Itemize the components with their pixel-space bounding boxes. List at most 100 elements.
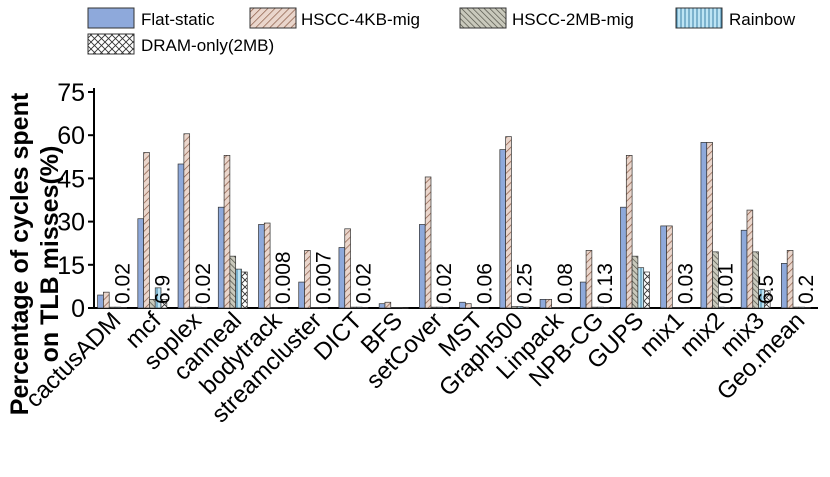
bar-mix3-hscc-4kb-mig <box>746 209 754 309</box>
y-tick-label: 75 <box>57 79 85 107</box>
bar-gups-hscc-2mb-mig <box>631 255 639 309</box>
annotation-linpack: 0.08 <box>554 263 577 304</box>
bar-setcover-hscc-2mb-mig <box>430 306 438 309</box>
bar-soplex-flat-static <box>177 163 185 309</box>
legend-label-rainbow: Rainbow <box>729 10 796 29</box>
bar-bfs-dram-only-2mb <box>402 307 409 309</box>
bar-setcover-hscc-4kb-mig <box>424 176 432 309</box>
legend-label-hscc-4kb-mig: HSCC-4KB-mig <box>301 10 420 29</box>
bar-canneal-hscc-2mb-mig <box>229 255 237 309</box>
bar-mix2-dram-only-2mb <box>723 307 731 309</box>
bar-mst-rainbow <box>476 307 484 309</box>
bar-mst-hscc-4kb-mig <box>465 303 472 309</box>
bar-dict-rainbow <box>355 306 363 309</box>
legend: Flat-static HSCC-4KB-mig HSCC-2MB-mig Ra… <box>87 7 796 55</box>
bar-soplex-hscc-2mb-mig <box>189 306 196 309</box>
bar-mix1-flat-static <box>660 225 667 309</box>
bar-graph500-rainbow <box>516 306 524 309</box>
bar-mix2-rainbow <box>717 306 725 309</box>
bar-mix2-flat-static <box>700 142 708 309</box>
bar-mix3-flat-static <box>740 229 748 309</box>
bar-mix3-dram-only-2mb <box>764 290 771 309</box>
y-axis-title-line1: Percentage of cycles spent <box>6 92 34 415</box>
annotation-mcf: 6.9 <box>152 275 175 304</box>
bar-mcf-flat-static <box>137 218 144 309</box>
y-tick-label: 45 <box>57 165 85 193</box>
legend-label-dram-only: DRAM-only(2MB) <box>141 36 274 55</box>
bar-dict-hscc-4kb-mig <box>344 228 351 309</box>
bar-cactusadm-flat-static <box>97 294 104 309</box>
bar-bodytrack-rainbow <box>275 307 283 309</box>
bar-mcf-rainbow <box>154 287 162 309</box>
axes: 0 15 30 45 60 75 <box>57 79 818 323</box>
bar-bfs-hscc-4kb-mig <box>384 301 392 309</box>
bar-setcover-rainbow <box>436 306 443 309</box>
bar-gups-hscc-4kb-mig <box>625 155 633 309</box>
bar-cactusadm-dram-only-2mb <box>120 307 127 309</box>
legend-label-hscc-2mb-mig: HSCC-2MB-mig <box>512 10 634 29</box>
x-tick-labels: cactusADMmcfsoplexcannealbodytrackstream… <box>20 306 810 428</box>
bar-streamcluster-dram-only-2mb <box>321 307 329 309</box>
bar-npb-cg-flat-static <box>579 281 587 309</box>
annotation-streamcluster: 0.007 <box>313 251 336 304</box>
y-tick-label: 60 <box>57 122 85 150</box>
annotation-mst: 0.06 <box>473 263 496 304</box>
bar-npb-cg-hscc-4kb-mig <box>585 250 593 309</box>
bar-graph500-hscc-4kb-mig <box>505 136 512 309</box>
bar-mix1-hscc-2mb-mig <box>671 307 679 309</box>
annotation-geo-mean: 0.2 <box>795 275 818 304</box>
bar-geo-mean-hscc-4kb-mig <box>786 250 794 309</box>
bar-graph500-flat-static <box>499 149 506 309</box>
bar-cactusadm-hscc-4kb-mig <box>103 291 110 309</box>
bar-mix1-dram-only-2mb <box>683 307 691 309</box>
annotation-soplex: 0.02 <box>192 263 215 304</box>
annotation-cactusadm: 0.02 <box>111 263 134 304</box>
bars <box>97 133 811 309</box>
bar-streamcluster-rainbow <box>315 307 323 309</box>
bar-geo-mean-hscc-2mb-mig <box>792 306 800 309</box>
bar-canneal-flat-static <box>217 206 225 309</box>
bar-canneal-dram-only-2mb <box>241 271 248 309</box>
bar-streamcluster-hscc-4kb-mig <box>304 250 311 309</box>
bar-gups-dram-only-2mb <box>643 271 650 309</box>
bar-mcf-hscc-4kb-mig <box>143 152 150 309</box>
legend-swatch-hscc-2mb-mig <box>459 7 507 29</box>
annotation-dict: 0.02 <box>353 263 376 304</box>
bar-soplex-hscc-4kb-mig <box>183 133 191 309</box>
bar-mix1-hscc-4kb-mig <box>666 225 673 309</box>
bar-dict-hscc-2mb-mig <box>350 306 357 309</box>
bar-linpack-flat-static <box>539 299 547 309</box>
bar-bodytrack-hscc-4kb-mig <box>263 222 271 309</box>
bar-setcover-flat-static <box>419 224 426 309</box>
bar-mst-flat-static <box>459 301 466 309</box>
bar-mcf-dram-only-2mb <box>160 299 168 309</box>
bar-npb-cg-hscc-2mb-mig <box>591 306 599 309</box>
bar-bfs-rainbow <box>396 307 403 309</box>
y-tick-label: 30 <box>57 209 85 237</box>
legend-swatch-dram-only <box>87 33 135 55</box>
bar-canneal-rainbow <box>235 268 242 309</box>
bar-canneal-hscc-4kb-mig <box>223 155 231 309</box>
y-axis-title: Percentage of cycles spent on TLB misses… <box>6 92 64 415</box>
bar-gups-flat-static <box>620 206 627 309</box>
y-tick-label: 0 <box>71 295 85 323</box>
bar-cactusadm-rainbow <box>114 306 122 309</box>
legend-swatch-flat-static <box>87 7 135 29</box>
bar-bodytrack-dram-only-2mb <box>281 307 288 309</box>
annotation-graph500: 0.25 <box>514 263 537 304</box>
bar-geo-mean-dram-only-2mb <box>804 307 811 309</box>
legend-label-flat-static: Flat-static <box>141 10 215 29</box>
y-tick-label: 15 <box>57 252 85 280</box>
bar-mst-dram-only-2mb <box>482 307 489 309</box>
bar-bodytrack-hscc-2mb-mig <box>269 307 277 309</box>
legend-swatch-rainbow <box>675 7 723 29</box>
annotation-npb-cg: 0.13 <box>594 263 617 304</box>
bar-gups-rainbow <box>637 267 645 309</box>
bar-soplex-dram-only-2mb <box>200 307 208 309</box>
bar-cactusadm-hscc-2mb-mig <box>108 306 116 309</box>
bar-bfs-flat-static <box>378 303 386 309</box>
bar-geo-mean-flat-static <box>781 263 788 309</box>
bar-npb-cg-rainbow <box>597 306 604 309</box>
